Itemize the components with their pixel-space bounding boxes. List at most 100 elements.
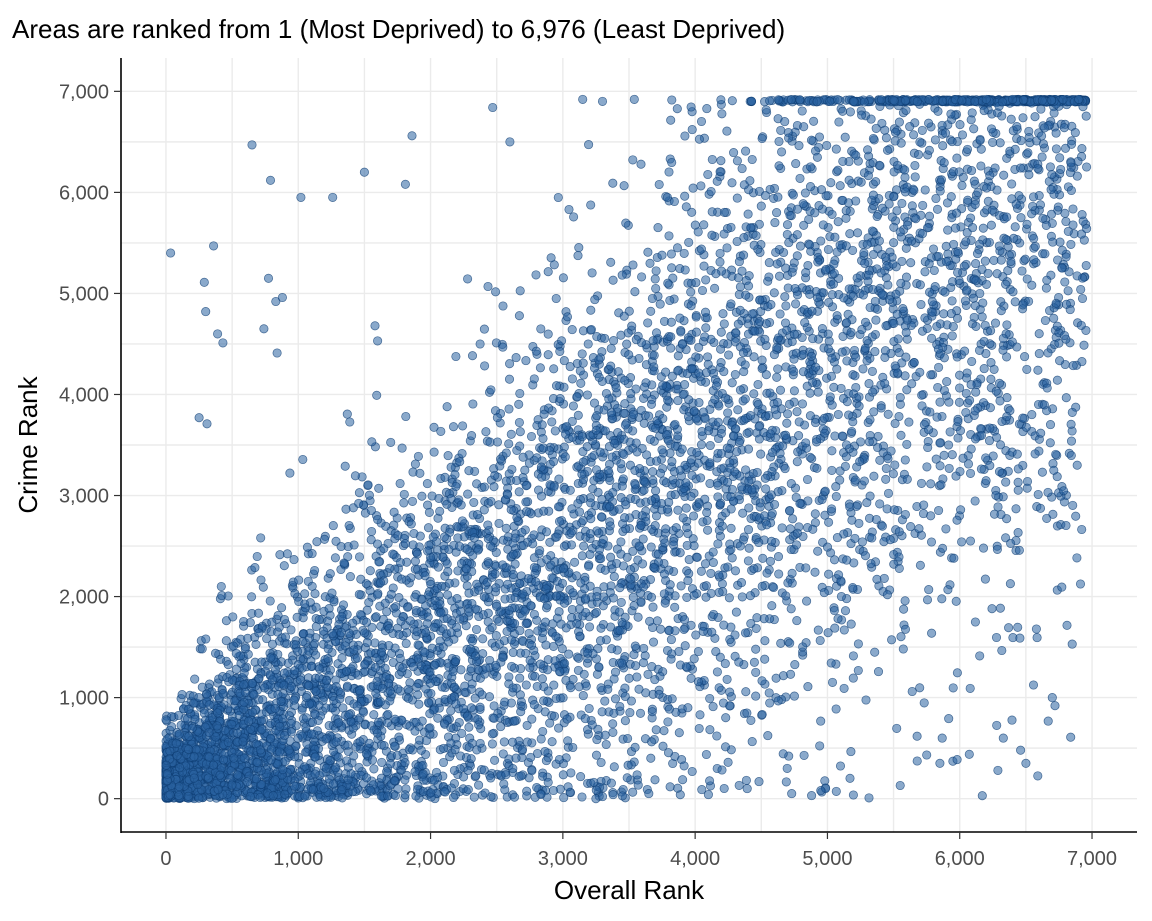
scatter-point — [1029, 233, 1039, 244]
scatter-point — [705, 693, 715, 704]
scatter-point — [726, 222, 736, 232]
scatter-point — [861, 695, 871, 705]
scatter-point — [662, 192, 672, 202]
scatter-point — [771, 247, 781, 257]
scatter-point — [362, 638, 372, 648]
scatter-point — [1043, 348, 1053, 358]
scatter-point — [948, 322, 958, 332]
scatter-point — [328, 779, 338, 789]
scatter-point — [830, 431, 840, 441]
scatter-point — [639, 485, 649, 495]
scatter-point — [1067, 407, 1077, 417]
scatter-point — [1068, 361, 1078, 371]
scatter-point — [448, 422, 459, 432]
scatter-point — [820, 486, 830, 496]
scatter-point — [947, 450, 957, 460]
scatter-point — [902, 439, 912, 449]
scatter-point — [514, 417, 524, 428]
scatter-point — [197, 644, 207, 654]
scatter-point — [942, 377, 952, 387]
scatter-point — [707, 154, 717, 165]
scatter-point — [656, 624, 666, 634]
scatter-point — [681, 202, 691, 212]
scatter-point — [769, 288, 779, 298]
scatter-point — [970, 301, 980, 311]
scatter-point — [416, 745, 426, 755]
scatter-point — [897, 198, 907, 208]
scatter-point — [838, 106, 848, 116]
scatter-point — [417, 491, 427, 501]
scatter-point — [487, 739, 497, 749]
scatter-point — [251, 639, 261, 649]
scatter-point — [266, 653, 276, 663]
scatter-point — [649, 350, 659, 360]
scatter-point — [694, 342, 704, 352]
scatter-point — [1082, 224, 1092, 234]
scatter-point — [439, 743, 449, 753]
scatter-point — [401, 411, 411, 422]
scatter-point — [716, 344, 726, 354]
scatter-point — [706, 568, 716, 578]
scatter-point — [584, 140, 594, 150]
scatter-point — [1007, 715, 1017, 725]
chart-title: Areas are ranked from 1 (Most Deprived) … — [12, 14, 785, 44]
scatter-point — [738, 348, 748, 358]
scatter-point — [742, 784, 752, 794]
scatter-point — [1030, 449, 1040, 459]
scatter-point — [1081, 111, 1091, 121]
scatter-point — [1042, 513, 1052, 523]
scatter-point — [715, 167, 725, 177]
scatter-point — [1032, 633, 1042, 643]
scatter-point — [991, 632, 1002, 643]
scatter-point — [744, 281, 754, 291]
scatter-point — [937, 594, 947, 604]
scatter-point — [664, 231, 674, 241]
scatter-point — [589, 363, 600, 373]
scatter-point — [919, 698, 929, 708]
scatter-point — [1077, 210, 1087, 220]
scatter-point — [717, 579, 727, 589]
scatter-point — [1063, 226, 1073, 236]
scatter-point — [586, 498, 596, 508]
scatter-point — [696, 566, 706, 576]
scatter-point — [805, 452, 815, 462]
scatter-point — [630, 480, 640, 490]
scatter-point — [752, 467, 762, 477]
scatter-point — [735, 305, 745, 315]
scatter-point — [228, 612, 238, 622]
scatter-point — [981, 279, 992, 289]
scatter-point — [864, 270, 874, 280]
scatter-point — [679, 248, 689, 258]
scatter-point — [825, 392, 835, 402]
scatter-point — [1036, 428, 1046, 438]
scatter-point — [797, 399, 808, 409]
scatter-point — [628, 260, 638, 270]
scatter-point — [221, 636, 231, 646]
scatter-point — [827, 209, 837, 219]
scatter-point — [746, 715, 756, 725]
scatter-point — [273, 610, 283, 621]
scatter-point — [646, 306, 656, 316]
scatter-point — [719, 620, 729, 630]
scatter-point — [985, 403, 995, 413]
scatter-point — [880, 378, 890, 389]
scatter-point — [410, 459, 420, 469]
scatter-point — [586, 325, 596, 335]
scatter-point — [787, 568, 797, 578]
scatter-point — [934, 362, 944, 372]
scatter-point — [504, 439, 514, 449]
scatter-point — [1043, 716, 1053, 726]
scatter-point — [567, 325, 577, 335]
scatter-point — [733, 405, 743, 415]
scatter-point — [715, 257, 725, 267]
scatter-point — [539, 696, 549, 706]
scatter-point — [971, 321, 981, 331]
scatter-point — [774, 271, 785, 281]
scatter-point — [820, 776, 830, 786]
scatter-point — [669, 540, 679, 550]
scatter-point — [490, 755, 500, 765]
scatter-point — [846, 747, 856, 757]
scatter-point — [750, 326, 760, 336]
scatter-point — [985, 423, 995, 433]
scatter-point — [760, 654, 770, 664]
